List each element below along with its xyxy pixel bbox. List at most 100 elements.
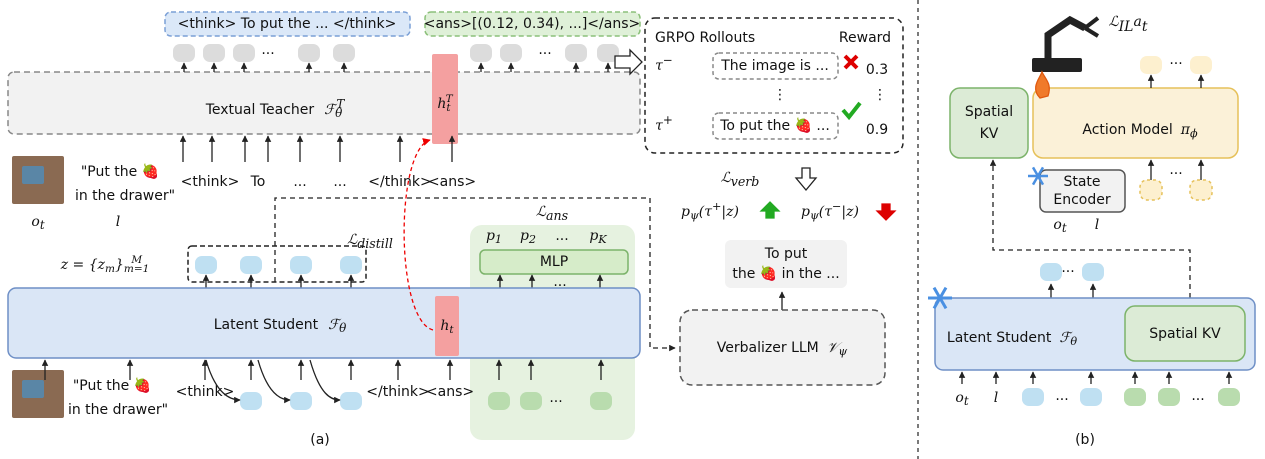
text-part: GRPO Rollouts: [655, 30, 755, 46]
loss-distill: ℒdistill: [347, 232, 393, 251]
text-part: ...: [333, 174, 346, 190]
ellipsis: ...: [538, 42, 551, 58]
token: [203, 44, 225, 62]
student-input: <ans>: [426, 384, 474, 400]
token: [1080, 388, 1102, 406]
token: [1022, 388, 1044, 406]
instruction: "Put the 🍓: [73, 377, 151, 394]
ellipsis: ...: [555, 228, 568, 244]
superscript: M: [130, 254, 142, 266]
ellipsis: ...: [1061, 260, 1074, 276]
spatial-kv-box: [950, 88, 1028, 158]
ellipsis: ...: [549, 390, 562, 406]
text-part: ...: [1169, 162, 1182, 178]
subscript: θ: [1070, 335, 1077, 348]
text-part: Spatial: [965, 104, 1013, 120]
verbal-output: the 🍓 in the ...: [732, 265, 839, 282]
text-part: "Put the 🍓: [81, 163, 159, 180]
token: [488, 392, 510, 410]
vdots: ⋮: [873, 87, 887, 103]
teacher-input: </think>: [368, 174, 431, 190]
token: [1190, 180, 1212, 200]
text-part: To put the 🍓 ...: [719, 117, 830, 134]
subscript: t: [40, 218, 45, 232]
text-part: o: [1053, 217, 1061, 233]
superscript: −: [663, 53, 673, 67]
check-icon: [843, 103, 860, 117]
rollouts-title: GRPO Rollouts: [655, 30, 755, 46]
text-part: <think> To put the ... </think>: [178, 16, 397, 32]
token: [590, 392, 612, 410]
subscript: t: [964, 394, 969, 408]
token: [290, 256, 312, 274]
up-arrow: [761, 202, 779, 218]
ellipsis: ...: [261, 42, 274, 58]
superscript: T: [336, 97, 345, 111]
language-symbol: l: [994, 390, 998, 406]
text-part: 0.9: [866, 122, 888, 138]
teacher-input: <think>: [181, 174, 240, 190]
text-part: the 🍓 in the ...: [732, 265, 839, 282]
token: [470, 44, 492, 62]
think-output: <think> To put the ... </think>: [178, 16, 397, 32]
instruction: "Put the 🍓: [81, 163, 159, 180]
text-part: <ans>: [428, 174, 476, 190]
latent-set: z = {zm}m=1M: [60, 254, 150, 275]
vdots: ⋮: [773, 87, 787, 103]
text-part: Verbalizer LLM: [717, 340, 819, 356]
text-part: The image is ...: [720, 58, 829, 74]
rollout-text: The image is ...: [720, 58, 829, 74]
superscript: +: [663, 113, 673, 127]
text-part: Encoder: [1053, 192, 1110, 208]
text-part: Latent Student: [947, 330, 1052, 346]
subscript: 1: [495, 233, 502, 246]
text-part: l: [116, 214, 120, 230]
token: [1190, 56, 1212, 74]
spatial-kv-label: Spatial: [965, 104, 1013, 120]
loss-il: ℒILat: [1109, 14, 1148, 35]
verbalizer-label: Verbalizer LLM𝒱ψ: [717, 340, 848, 358]
superscript: T: [446, 93, 454, 105]
text-part: Spatial KV: [1149, 326, 1221, 342]
rollout-symbol: τ+: [655, 113, 673, 134]
student-input: </think>: [366, 384, 429, 400]
token: [520, 392, 542, 410]
ellipsis: ...: [1191, 388, 1204, 404]
subscript: 2: [528, 233, 536, 246]
student-kv-label: Spatial KV: [1149, 326, 1221, 342]
text-part: ...: [1169, 52, 1182, 68]
text-part: a: [1133, 14, 1141, 30]
superscript: +: [712, 200, 721, 213]
token: [1124, 388, 1146, 406]
down-arrow: [877, 204, 895, 220]
text-part: p: [486, 228, 495, 244]
teacher-input: ...: [333, 174, 346, 190]
image-detail: [22, 166, 44, 184]
fire-icon: [1036, 72, 1050, 98]
text-part: p: [520, 228, 529, 244]
image-symbol: ot: [955, 390, 968, 408]
instruction: in the drawer": [75, 188, 175, 204]
hollow-arrow: [796, 168, 816, 190]
text-part: o: [955, 390, 963, 406]
text-part: <think>: [176, 384, 235, 400]
text-part: <ans>[(0.12, 0.34), ...]</ans>: [424, 16, 640, 32]
text-part: Latent Student: [214, 317, 319, 333]
subscript: t: [1062, 221, 1067, 235]
text-part: State: [1063, 174, 1100, 190]
language-symbol: l: [116, 214, 120, 230]
token: [500, 44, 522, 62]
text-part: Reward: [839, 30, 891, 46]
text-part: (b): [1075, 432, 1095, 448]
text-part: ...: [293, 174, 306, 190]
ellipsis: ...: [1169, 162, 1182, 178]
robot-icon: [1085, 18, 1098, 36]
text-part: in the drawer": [75, 188, 175, 204]
likelihood: pψ(τ+|z): [681, 200, 739, 222]
subscript: verb: [731, 174, 760, 189]
hollow-arrow: [615, 50, 642, 74]
text-part: ...: [1191, 388, 1204, 404]
state-encoder-label: State: [1063, 174, 1100, 190]
text-part: ...: [1055, 388, 1068, 404]
text-part: |z): [721, 204, 739, 220]
